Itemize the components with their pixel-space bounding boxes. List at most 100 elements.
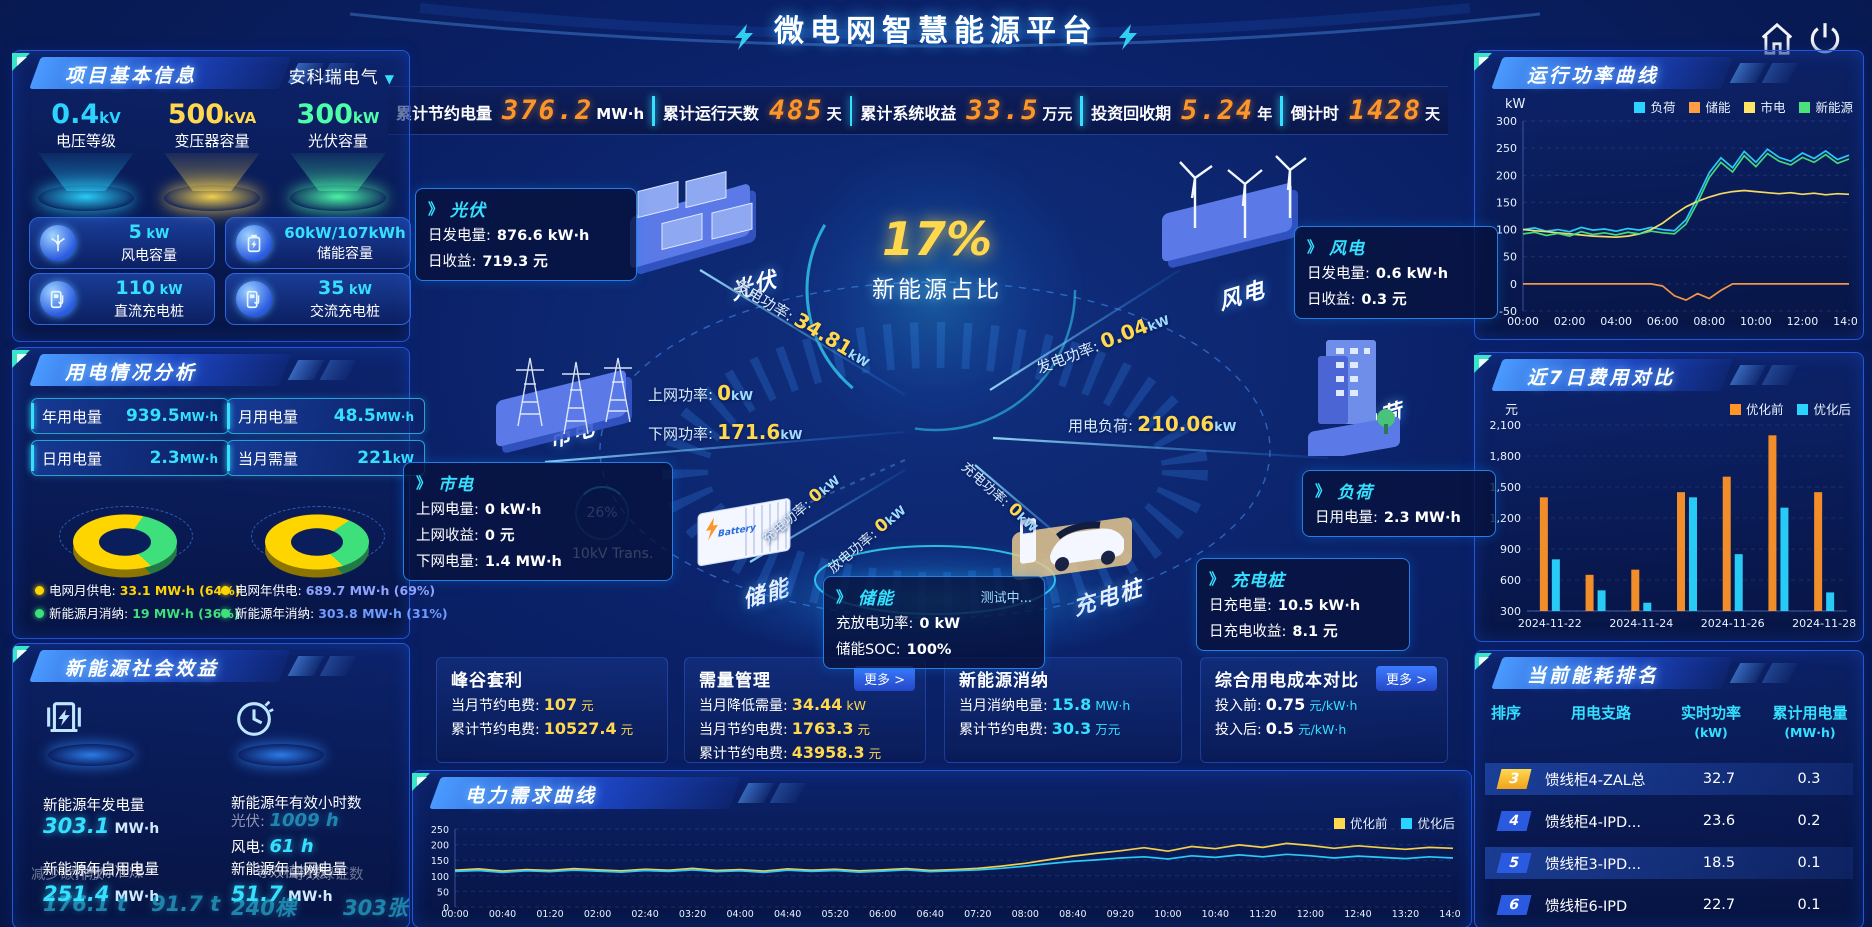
svg-text:50: 50 xyxy=(437,887,449,898)
generation-icon xyxy=(47,702,81,733)
wind-turbine-icon xyxy=(40,225,76,261)
svg-text:100: 100 xyxy=(431,872,449,883)
stat-separator xyxy=(1080,95,1084,126)
legend-text: 优化后 xyxy=(1813,402,1851,417)
legend-chip xyxy=(1797,404,1809,415)
svg-text:0: 0 xyxy=(443,903,449,914)
svg-text:04:00: 04:00 xyxy=(726,909,753,920)
table-row[interactable]: 4 馈线柜4-IPD... 23.6 0.2 xyxy=(1485,805,1853,837)
arrow-icon: 》 xyxy=(416,474,432,492)
kpi-stats-bar: 累计节约电量 376.2 MW·h 累计运行天数 485 天累计系统收益 33.5 万元 投资回… xyxy=(388,86,1448,135)
card-text: 5 kW 风电容量 xyxy=(84,222,214,265)
svg-text:07:20: 07:20 xyxy=(964,909,991,920)
svg-text:06:40: 06:40 xyxy=(917,909,944,920)
kpi-value: 33.5 xyxy=(966,95,1040,126)
svg-text:01:20: 01:20 xyxy=(536,909,563,920)
mini-label: 当月消纳电量: xyxy=(959,698,1048,714)
legend-item-新能源[interactable]: 新能源 xyxy=(1799,97,1853,116)
usage-unit: MW·h xyxy=(179,410,218,424)
info-box-row: 上网收益: 0 元 xyxy=(416,521,660,547)
usage-card-月用电量: 月用电量 48.5MW·h xyxy=(227,398,425,434)
dc-charger-icon xyxy=(40,281,76,317)
cost-chart: 2,100 1,800 1,500 1,200 900 600 300 2024-11-22 2… xyxy=(1479,417,1857,631)
mini-row: 当月降低需量: 34.44 kW xyxy=(699,695,911,715)
svg-text:200: 200 xyxy=(1496,169,1517,182)
table-row[interactable]: 6 馈线柜6-IPD 22.7 0.1 xyxy=(1485,889,1853,921)
svg-text:1,200: 1,200 xyxy=(1490,512,1522,525)
panel-corner-icon xyxy=(1475,651,1498,673)
mini-label: 投入后: xyxy=(1215,722,1262,738)
company-select[interactable]: 安科瑞电气 ▼ xyxy=(288,68,395,88)
flow-load: 用电负荷: 210.06kW xyxy=(1068,412,1237,436)
power-cell: 23.6 xyxy=(1702,813,1736,829)
info-box-header: 》市电 xyxy=(416,470,660,495)
mini-label: 累计节约电费: xyxy=(959,722,1048,738)
kpi-stat: 倒计时 1428 天 xyxy=(1283,95,1448,126)
table-row[interactable]: 3 馈线柜4-ZAL总 32.7 0.3 xyxy=(1485,763,1853,795)
mini-unit: 元/kW·h xyxy=(1298,722,1347,737)
kpi-value: 5.24 xyxy=(1181,95,1255,126)
pedestal-label: 光伏容量 xyxy=(307,132,368,150)
row-label: 上网收益: xyxy=(416,527,479,544)
row-label: 充放电功率: xyxy=(836,615,914,632)
row-label: 日发电量: xyxy=(428,227,491,244)
mini-unit: 元 xyxy=(581,698,594,713)
mini-row: 当月节约电费: 1763.3 元 xyxy=(699,719,911,739)
mini-value: 0.5 xyxy=(1265,719,1295,738)
more-button[interactable]: 更多 > xyxy=(1375,666,1437,691)
pedestal-value: 0.4kV xyxy=(51,99,121,130)
panel-project-info: 项目基本信息 安科瑞电气 ▼ 0.4kV 电压等级 500kVA 变压器容量 300kW 光… xyxy=(10,47,411,342)
column-label: 排序 xyxy=(1490,704,1521,722)
more-button[interactable]: 更多 > xyxy=(853,666,915,691)
svg-text:300: 300 xyxy=(1500,605,1521,618)
svg-text:10:40: 10:40 xyxy=(1202,909,1229,920)
energy-cell: 0.2 xyxy=(1797,813,1821,829)
legend-text: 优化后 xyxy=(1417,816,1455,831)
legend-text: 储能 xyxy=(1705,100,1731,115)
column-label: 用电支路 xyxy=(1570,704,1631,722)
card-label: 交流充电桩 xyxy=(310,303,380,320)
kpi-label: 累计系统收益 xyxy=(860,104,957,123)
donut-legend-item: 新能源月消纳: 19 MW·h (36%) xyxy=(35,603,240,622)
usage-unit: MW·h xyxy=(179,452,218,466)
svg-text:02:00: 02:00 xyxy=(584,909,611,920)
table-row[interactable]: 5 馈线柜3-IPD... 18.5 0.1 xyxy=(1485,847,1853,879)
glow-disc xyxy=(164,185,260,211)
mini-row: 累计节约电费: 10527.4 元 xyxy=(451,719,653,739)
benefit-alt-values: 251.4 MW·h 176.1 t 91.7 t xyxy=(43,882,221,916)
legend-item-负荷[interactable]: 负荷 xyxy=(1634,97,1675,116)
info-box-header: 》负荷 xyxy=(1315,478,1483,503)
info-box-row: 日收益: 719.3 元 xyxy=(428,247,624,273)
legend-item-市电[interactable]: 市电 xyxy=(1744,97,1785,116)
row-value: 8.1 元 xyxy=(1292,623,1338,640)
mini-label: 当月节约电费: xyxy=(699,722,788,738)
legend-value: 19 MW·h (36%) xyxy=(132,606,240,621)
y-axis-unit: 元 xyxy=(1505,403,1519,418)
legend-item-优化后[interactable]: 优化后 xyxy=(1797,399,1851,418)
svg-text:150: 150 xyxy=(431,856,449,867)
mini-label: 累计节约电费: xyxy=(451,722,540,738)
legend-item-优化前[interactable]: 优化前 xyxy=(1333,813,1387,832)
pedestal-光伏容量: 300kW 光伏容量 xyxy=(279,99,397,211)
svg-text:12:40: 12:40 xyxy=(1344,909,1371,920)
mini-value: 15.8 xyxy=(1051,695,1092,714)
rank-badge: 4 xyxy=(1496,811,1532,831)
legend-item-优化前[interactable]: 优化前 xyxy=(1729,399,1783,418)
arrow-icon: 》 xyxy=(836,588,852,606)
row-label: 日用电量: xyxy=(1315,509,1378,526)
info-box-storage: 》储能 测试中... 充放电功率: 0 kW 储能SOC: 100% xyxy=(823,576,1045,669)
arrow-icon: 》 xyxy=(1315,482,1331,500)
legend-item-优化后[interactable]: 优化后 xyxy=(1401,813,1455,832)
row-value: 100% xyxy=(906,641,952,658)
card-value: 110 kW xyxy=(115,276,183,299)
ev-charger-icon xyxy=(1012,517,1132,581)
legend-item-储能[interactable]: 储能 xyxy=(1689,97,1730,116)
svg-text:10:00: 10:00 xyxy=(1154,909,1181,920)
pv-hours: 光伏: 1009 h xyxy=(231,810,339,831)
row-label: 日发电量: xyxy=(1307,265,1370,282)
donut-ring xyxy=(265,514,369,570)
info-box-charger: 》充电桩 日充电量: 10.5 kW·h 日充电收益: 8.1 元 xyxy=(1196,558,1410,651)
info-box-row: 日发电量: 876.6 kW·h xyxy=(428,221,624,247)
usage-unit: MW·h xyxy=(375,410,414,424)
panel-corner-icon xyxy=(10,47,36,73)
